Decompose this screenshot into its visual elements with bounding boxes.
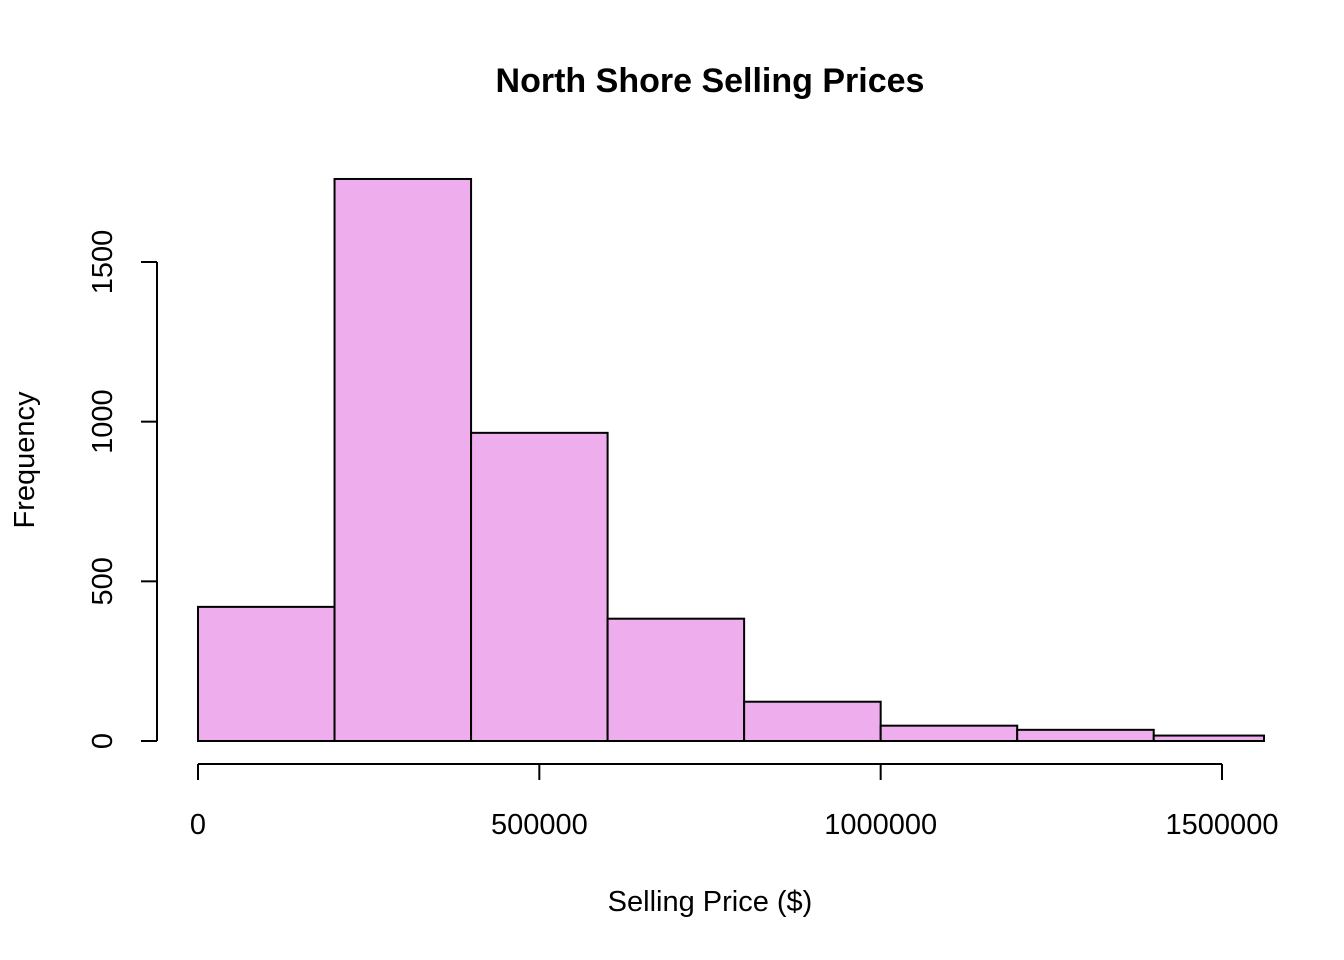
x-tick-label-0: 0: [190, 809, 206, 841]
histogram-bar-6: [1016, 728, 1155, 742]
histogram-bar-7: [1152, 734, 1265, 743]
histogram-bar-0: [197, 605, 336, 742]
y-axis-label: Frequency: [9, 391, 41, 529]
x-axis-label: Selling Price ($): [608, 886, 813, 918]
bars-group: [197, 177, 1265, 743]
x-tick-label-1: 500000: [491, 809, 588, 841]
histogram-bar-3: [606, 617, 746, 742]
y-tick-label-1: 500: [87, 557, 119, 605]
y-tick-label-2: 1000: [87, 389, 119, 454]
y-axis: 0 500 1000 1500: [87, 230, 158, 749]
chart-title: North Shore Selling Prices: [496, 62, 925, 100]
x-tick-label-2: 1000000: [824, 809, 937, 841]
x-axis: 0 500000 1000000 1500000: [190, 763, 1279, 841]
histogram-bar-1: [333, 177, 473, 742]
histogram-bar-2: [470, 431, 609, 742]
histogram-bar-4: [743, 700, 882, 742]
histogram-bar-5: [879, 724, 1019, 742]
y-tick-label-0: 0: [87, 733, 119, 749]
y-tick-label-3: 1500: [87, 230, 119, 295]
x-tick-label-3: 1500000: [1166, 809, 1279, 841]
